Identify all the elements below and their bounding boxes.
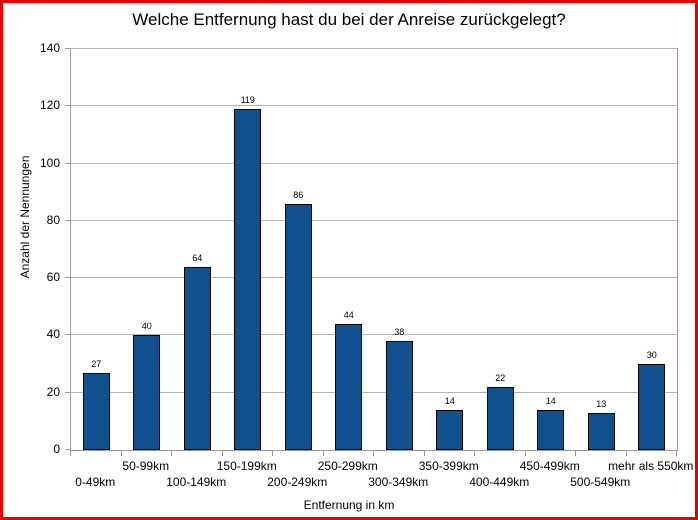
y-tick-label-20: 20 <box>46 384 60 399</box>
y-tick-mark-80 <box>65 219 70 221</box>
bar-value-label-50-99km: 40 <box>141 321 152 331</box>
bar-400-449km <box>486 387 514 450</box>
gridline-y-60 <box>71 277 677 279</box>
bar-250-299km <box>335 324 363 450</box>
x-tick-mark-1 <box>120 450 122 456</box>
chart-title: Welche Entfernung hast du bei der Anreis… <box>132 10 566 29</box>
gridline-y-140 <box>71 48 677 49</box>
bar-200-249km <box>284 204 312 450</box>
bar-value-label-mehr als 550km: 30 <box>646 350 657 360</box>
x-cat-label-50-99km: 50-99km <box>122 459 170 473</box>
bar-value-label-0-49km: 27 <box>91 359 102 369</box>
x-tick-mark-2 <box>171 450 172 456</box>
bar-value-label-350-399km: 14 <box>444 396 455 406</box>
y-tick-label-60: 60 <box>46 270 60 285</box>
x-tick-mark-10 <box>575 450 576 456</box>
x-tick-mark-6 <box>373 450 374 456</box>
x-cat-label-150-199km: 150-199km <box>216 459 277 473</box>
x-cat-label-250-299km: 250-299km <box>317 459 378 473</box>
x-cat-label-500-549km: 500-549km <box>570 475 631 489</box>
x-cat-label-100-149km: 100-149km <box>166 475 227 489</box>
x-cat-label-mehr als 550km: mehr als 550km <box>608 459 694 473</box>
gridline-y-20 <box>71 391 677 393</box>
bar-value-label-150-199km: 119 <box>240 95 255 105</box>
x-tick-mark-7 <box>423 450 425 456</box>
bar-50-99km <box>133 335 161 450</box>
bar-value-label-200-249km: 86 <box>293 190 304 200</box>
x-tick-mark-12 <box>676 450 677 456</box>
x-axis-title: Entfernung in km <box>303 498 395 512</box>
y-tick-mark-60 <box>65 277 70 279</box>
bar-150-199km <box>234 109 262 450</box>
y-tick-mark-40 <box>65 334 70 336</box>
y-tick-label-140: 140 <box>39 41 60 55</box>
plot-area: 27 40 64 119 86 44 38 14 22 14 13 30 <box>70 48 678 451</box>
x-cat-label-300-349km: 300-349km <box>368 475 429 489</box>
gridline-y-40 <box>71 334 677 336</box>
y-tick-label-80: 80 <box>46 212 60 227</box>
x-tick-mark-11 <box>625 450 627 456</box>
y-tick-mark-0 <box>65 449 70 450</box>
bar-0-49km <box>82 373 110 450</box>
bar-mehr als 550km <box>638 364 666 450</box>
y-tick-label-100: 100 <box>39 155 60 170</box>
x-cat-label-350-399km: 350-399km <box>418 459 479 473</box>
bar-value-label-300-349km: 38 <box>394 327 405 337</box>
y-tick-mark-20 <box>65 391 70 393</box>
x-tick-mark-3 <box>221 450 223 456</box>
x-tick-mark-4 <box>272 450 273 456</box>
bar-value-label-250-299km: 44 <box>343 310 354 320</box>
x-cat-label-400-449km: 400-449km <box>469 475 530 489</box>
bar-350-399km <box>436 410 464 450</box>
bar-300-349km <box>385 341 413 450</box>
bar-value-label-400-449km: 22 <box>495 373 506 383</box>
gridline-y-120 <box>71 105 677 107</box>
bar-value-label-100-149km: 64 <box>192 253 203 263</box>
x-tick-mark-8 <box>474 450 475 456</box>
bar-500-549km <box>587 413 615 450</box>
x-cat-label-0-49km: 0-49km <box>75 475 116 489</box>
bar-value-label-500-549km: 13 <box>596 399 607 409</box>
bar-100-149km <box>183 267 211 450</box>
x-tick-mark-0 <box>70 450 71 456</box>
gridline-y-80 <box>71 219 677 221</box>
y-tick-label-40: 40 <box>46 327 60 342</box>
y-tick-mark-120 <box>65 105 70 107</box>
y-tick-label-0: 0 <box>53 442 60 456</box>
gridline-y-100 <box>71 162 677 164</box>
y-tick-mark-140 <box>65 48 70 49</box>
bar-450-499km <box>537 410 565 450</box>
x-tick-mark-9 <box>524 450 526 456</box>
x-cat-label-200-249km: 200-249km <box>267 475 328 489</box>
y-tick-label-120: 120 <box>39 98 60 113</box>
bar-value-label-450-499km: 14 <box>545 396 556 406</box>
y-tick-mark-100 <box>65 162 70 164</box>
x-cat-label-450-499km: 450-499km <box>519 459 580 473</box>
x-tick-mark-5 <box>322 450 324 456</box>
